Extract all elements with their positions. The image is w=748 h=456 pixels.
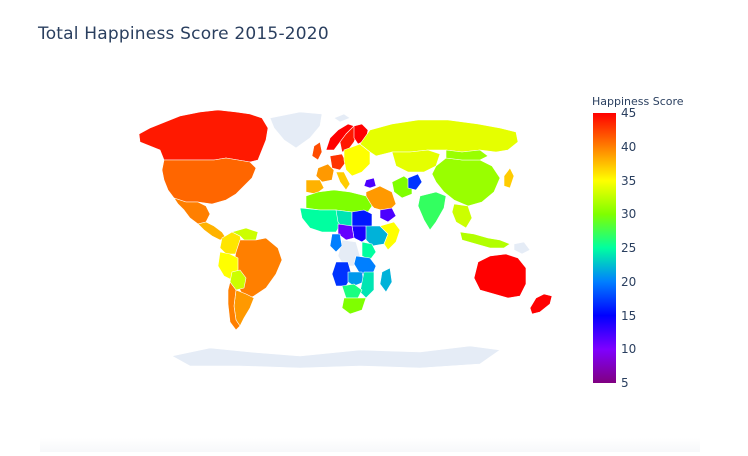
region-iran[interactable] — [391, 175, 413, 199]
region-central-america[interactable] — [197, 221, 227, 241]
colorbar-tick: 5 — [621, 376, 629, 390]
colorbar-tick: 10 — [621, 342, 637, 357]
region-south-africa[interactable] — [341, 297, 367, 315]
region-germany[interactable] — [329, 153, 347, 171]
colorbar-tick: 15 — [621, 308, 637, 323]
colorbar — [593, 113, 616, 383]
land-antarctica — [171, 345, 501, 369]
region-japan[interactable] — [503, 167, 515, 189]
region-new-zealand[interactable] — [529, 293, 553, 315]
region-indonesia[interactable] — [459, 231, 511, 249]
region-brazil[interactable] — [233, 237, 283, 301]
region-madagascar[interactable] — [379, 267, 393, 293]
region-zambia[interactable] — [347, 271, 365, 287]
region-united-kingdom[interactable] — [311, 141, 323, 161]
region-southeast-asia[interactable] — [451, 203, 473, 229]
colorbar-tick: 25 — [621, 241, 637, 255]
colorbar-title: Happiness Score — [592, 95, 684, 108]
region-chile[interactable] — [227, 281, 241, 331]
colorbar-tick: 30 — [621, 207, 637, 222]
region-mongolia[interactable] — [445, 149, 489, 161]
region-spain[interactable] — [305, 179, 325, 195]
region-india[interactable] — [417, 191, 447, 231]
region-yemen[interactable] — [379, 207, 397, 223]
region-dr-congo[interactable] — [337, 239, 361, 267]
colorbar-tick: 40 — [621, 139, 637, 154]
region-papua-new-guinea[interactable] — [513, 241, 531, 255]
region-australia[interactable] — [473, 253, 527, 299]
land-greenland — [269, 111, 323, 149]
region-france[interactable] — [315, 163, 335, 183]
region-north-africa[interactable] — [305, 189, 373, 213]
colorbar-tick: 35 — [621, 173, 637, 188]
region-afghanistan[interactable] — [407, 173, 423, 191]
region-sudan[interactable] — [351, 209, 373, 229]
chart-title: Total Happiness Score 2015-2020 — [38, 24, 329, 44]
region-kazakhstan[interactable] — [391, 149, 441, 173]
colorbar-tick: 45 — [621, 106, 637, 120]
region-west-africa[interactable] — [299, 207, 343, 233]
colorbar-tick: 20 — [621, 274, 637, 289]
region-southern-africa[interactable] — [341, 283, 363, 299]
region-italy[interactable] — [335, 171, 351, 191]
bottom-fade — [40, 438, 700, 452]
land-svalbard — [333, 113, 351, 123]
region-united-states[interactable] — [161, 157, 257, 205]
region-kenya[interactable] — [361, 241, 377, 261]
region-canada[interactable] — [138, 109, 269, 163]
region-somalia[interactable] — [379, 221, 401, 251]
region-russia[interactable] — [359, 119, 519, 157]
region-congo[interactable] — [329, 233, 343, 253]
region-syria[interactable] — [363, 177, 377, 189]
region-central-african-republic[interactable] — [337, 223, 355, 241]
